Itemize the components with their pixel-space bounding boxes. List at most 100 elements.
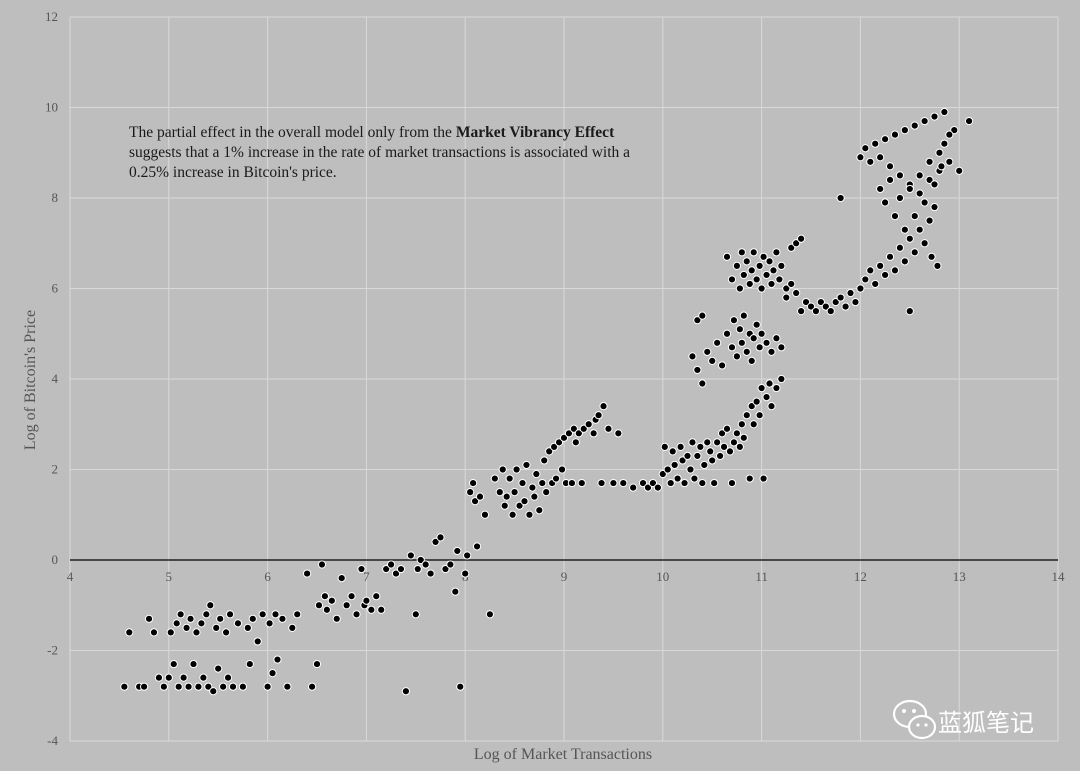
annotation: The partial effect in the overall model … [129,124,630,181]
data-point [589,429,598,438]
data-point [698,311,707,320]
data-point [174,682,183,691]
data-point [182,623,191,632]
data-point [643,483,653,492]
data-point [508,510,517,519]
data-point [895,243,905,252]
data-point [752,397,761,406]
data-point [206,601,215,610]
data-point [717,361,727,370]
data-point [189,659,198,669]
data-point [223,673,233,682]
data-point [950,126,959,135]
data-point [559,433,569,442]
data-point [762,393,771,402]
data-point [861,144,870,153]
data-point [278,614,287,623]
data-point [856,153,865,162]
data-point [569,424,578,433]
data-point [769,266,778,275]
data-point [678,456,687,465]
data-point [890,130,900,139]
data-point [485,610,494,619]
data-point [945,157,954,166]
data-point [550,442,559,451]
data-point [719,442,729,451]
data-point [885,175,895,184]
data-point [735,284,744,293]
x-tick-label: 7 [363,569,370,584]
y-tick-label: 12 [45,9,58,24]
y-tick-label: 2 [52,462,59,477]
data-point [767,402,776,411]
data-point [396,564,406,574]
data-point [747,402,756,411]
data-point [216,614,225,623]
data-point [446,560,455,569]
data-point [525,510,534,519]
data-point [742,257,751,266]
data-point [520,497,529,506]
data-point [367,605,376,614]
data-point [436,533,445,542]
data-point [268,669,277,678]
data-point [391,569,401,578]
data-point [920,116,929,126]
data-point [851,297,860,307]
data-point [451,587,460,596]
data-point [194,682,203,691]
data-point [915,189,924,198]
data-point [772,334,781,343]
data-point [431,537,440,547]
data-point [629,483,638,492]
data-point [204,682,213,691]
data-point [212,623,221,632]
data-point [564,429,574,438]
data-point [500,501,509,510]
data-point [169,659,178,669]
data-point [787,243,796,252]
data-point [866,266,875,275]
data-point [441,564,450,574]
data-point [940,139,949,148]
data-point [742,411,751,420]
data-point [186,614,195,623]
data-point [453,546,462,556]
data-point [342,601,351,610]
data-point [202,610,211,619]
data-point [693,451,702,461]
data-point [831,297,840,307]
data-point [767,347,776,356]
data-point [690,474,699,483]
data-point [821,302,830,311]
data-point [347,592,356,601]
data-point [759,252,768,261]
data-point [765,257,774,266]
data-point [836,293,845,302]
data-point [885,162,895,171]
data-point [322,605,331,614]
x-tick-label: 4 [67,569,74,584]
data-point [895,193,905,203]
data-point [495,488,504,497]
data-point [184,682,193,691]
data-point [668,447,677,456]
data-point [797,307,806,316]
data-point [708,456,717,465]
data-point [228,682,238,691]
data-point [735,442,744,451]
data-point [900,225,909,234]
data-point [772,248,781,257]
data-point [312,659,322,669]
data-point [698,379,707,388]
data-point [663,465,672,474]
data-point [243,623,252,632]
x-axis-title: Log of Market Transactions [474,746,652,763]
data-point [755,411,764,420]
data-point [925,216,934,225]
data-point [735,325,744,334]
data-point [140,682,149,691]
data-point [283,682,292,691]
data-point [192,628,201,637]
